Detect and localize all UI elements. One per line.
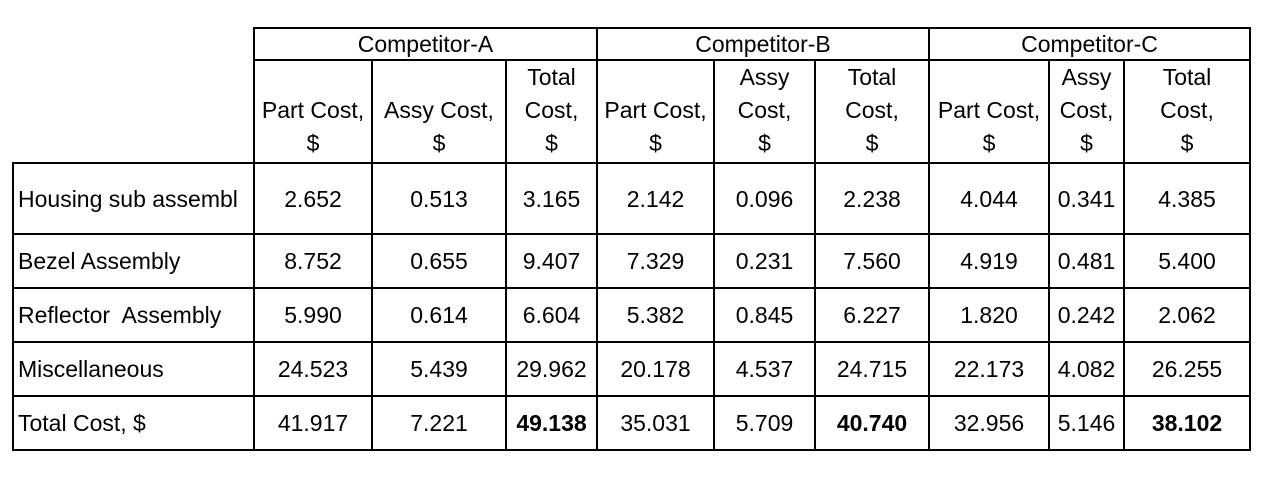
table-cell: 24.523: [253, 341, 373, 397]
column-header: Total Cost, $: [505, 59, 598, 164]
column-header: Part Cost, $: [253, 59, 373, 164]
table-cell: 0.614: [371, 287, 507, 343]
table-cell: 5.382: [596, 287, 715, 343]
table-cell: 24.715: [814, 341, 930, 397]
table-cell: 0.845: [713, 287, 816, 343]
row-label: Housing sub assembl: [12, 162, 255, 235]
table-cell: 0.341: [1048, 162, 1125, 235]
table-cell: 5.439: [371, 341, 507, 397]
row-label: Reflector Assembly: [12, 287, 255, 343]
table-cell: 0.513: [371, 162, 507, 235]
table-cell: 6.227: [814, 287, 930, 343]
table-cell: 4.919: [928, 233, 1050, 289]
table-cell: 4.385: [1122, 162, 1252, 235]
table-cell: 29.962: [505, 341, 598, 397]
table-cell: 0.096: [713, 162, 816, 235]
table-cell: 0.655: [371, 233, 507, 289]
table-cell: 8.752: [253, 233, 373, 289]
table-cell: 7.560: [814, 233, 930, 289]
table-cell: 35.031: [596, 395, 715, 451]
table-cell: 7.329: [596, 233, 715, 289]
column-header: Total Cost, $: [814, 59, 930, 164]
table-cell: 0.242: [1048, 287, 1125, 343]
table-row: Housing sub assembl 2.652 0.513 3.165 2.…: [12, 162, 1252, 235]
table-cell: 26.255: [1122, 341, 1252, 397]
table-cell: 5.146: [1048, 395, 1125, 451]
table-cell: 9.407: [505, 233, 598, 289]
group-header-competitor-c: Competitor-C: [927, 27, 1252, 61]
cost-comparison-table: Competitor-A Competitor-B Competitor-C P…: [12, 27, 1252, 451]
row-label: Bezel Assembly: [12, 233, 255, 289]
table-cell: 4.044: [928, 162, 1050, 235]
table-cell: 5.990: [253, 287, 373, 343]
grand-total-cell: 38.102: [1122, 395, 1252, 451]
grand-total-cell: 40.740: [814, 395, 930, 451]
column-header: Assy Cost, $: [1048, 59, 1125, 164]
table-cell: 4.537: [713, 341, 816, 397]
group-header-row: Competitor-A Competitor-B Competitor-C: [13, 27, 1252, 164]
column-header: Total Cost, $: [1122, 59, 1252, 164]
table-cell: 0.481: [1048, 233, 1125, 289]
table-cell: 3.165: [505, 162, 598, 235]
group-header-competitor-a: Competitor-A: [253, 27, 598, 61]
table-cell: 2.652: [253, 162, 373, 235]
table-cell: 32.956: [928, 395, 1050, 451]
table-cell: 0.231: [713, 233, 816, 289]
table-cell: 4.082: [1048, 341, 1125, 397]
table-cell: 22.173: [928, 341, 1050, 397]
group-header-competitor-b: Competitor-B: [596, 27, 930, 61]
table-cell: 20.178: [596, 341, 715, 397]
total-row: Total Cost, $ 41.917 7.221 49.138 35.031…: [12, 395, 1252, 451]
table-cell: 1.820: [928, 287, 1050, 343]
table-cell: 2.062: [1122, 287, 1252, 343]
column-header: Assy Cost, $: [713, 59, 816, 164]
row-label: Total Cost, $: [12, 395, 255, 451]
table-cell: 2.238: [814, 162, 930, 235]
table-row: Reflector Assembly 5.990 0.614 6.604 5.3…: [12, 287, 1252, 343]
table-cell: 5.400: [1122, 233, 1252, 289]
table-row: Miscellaneous 24.523 5.439 29.962 20.178…: [12, 341, 1252, 397]
column-header-row: Part Cost, $ Assy Cost, $ Total Cost, $ …: [13, 59, 1252, 164]
column-header: Assy Cost, $: [371, 59, 507, 164]
column-header: Part Cost, $: [928, 59, 1050, 164]
column-header: Part Cost, $: [596, 59, 715, 164]
table-cell: 7.221: [371, 395, 507, 451]
row-label: Miscellaneous: [12, 341, 255, 397]
corner-cell: [13, 28, 255, 164]
grand-total-cell: 49.138: [505, 395, 598, 451]
table-cell: 6.604: [505, 287, 598, 343]
table-cell: 41.917: [253, 395, 373, 451]
table-cell: 2.142: [596, 162, 715, 235]
table-row: Bezel Assembly 8.752 0.655 9.407 7.329 0…: [12, 233, 1252, 289]
table-cell: 5.709: [713, 395, 816, 451]
